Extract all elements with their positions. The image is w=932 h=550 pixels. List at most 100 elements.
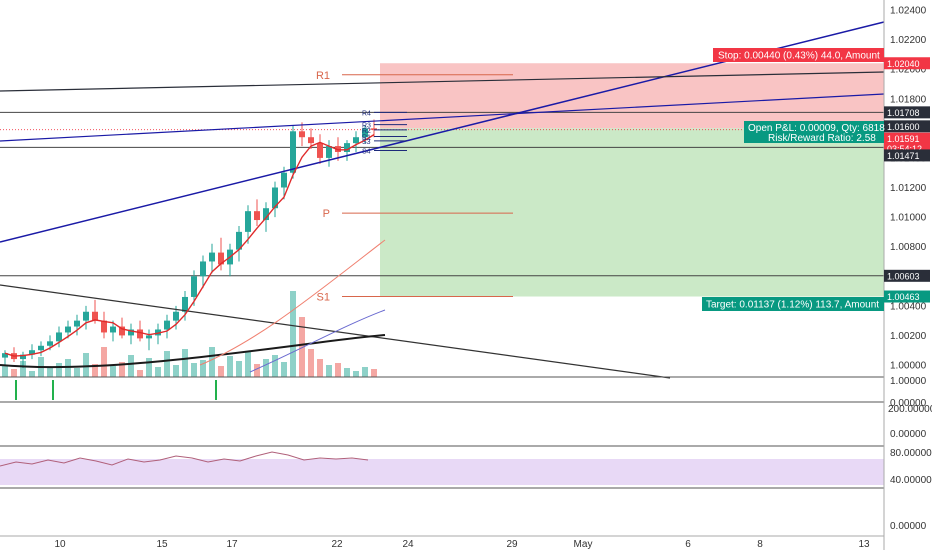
- volume-bar: [155, 367, 161, 377]
- price-flag: [884, 290, 930, 303]
- stop-label: Stop: 0.00440 (0.43%) 44.0, Amount: [718, 51, 880, 62]
- pivot-small-label: R4: [362, 110, 371, 117]
- price-tick: 1.00200: [890, 331, 927, 342]
- candle-body: [92, 311, 98, 321]
- candle-body: [191, 276, 197, 297]
- price-flag-label: 1.01708: [887, 108, 920, 118]
- time-axis: 10 15 17 22 24 29 May 6 8 13: [0, 535, 884, 550]
- time-tick: 10: [54, 539, 66, 550]
- volume-bar: [191, 363, 197, 377]
- pivot-small-label: R3: [362, 123, 371, 130]
- price-flag: [884, 106, 930, 119]
- price-flag-label: 1.01600: [887, 122, 920, 132]
- volume-bar: [101, 347, 107, 377]
- candle-body: [137, 329, 143, 339]
- pivot-label: P: [323, 208, 330, 220]
- candle-body: [326, 146, 332, 158]
- volume-bar: [164, 351, 170, 377]
- candle-body: [83, 311, 89, 321]
- volume-bar: [218, 366, 224, 377]
- candle-body: [101, 320, 107, 333]
- volume-bar: [110, 366, 116, 377]
- lower-panels: [0, 376, 884, 489]
- volume-bar: [20, 361, 26, 377]
- candle-body: [371, 128, 377, 130]
- volume-bar: [74, 368, 80, 377]
- candle-body: [353, 137, 359, 144]
- rr-label: Risk/Reward Ratio: 2.58: [768, 133, 876, 144]
- volume-bar: [299, 317, 305, 377]
- volume-bar: [137, 370, 143, 377]
- moving-average-4: [249, 309, 386, 373]
- candle-body: [110, 326, 116, 333]
- volume-bar: [335, 363, 341, 377]
- price-axis: 1.02400 1.02200 1.02000 1.01800 1.01600 1.014…: [883, 0, 932, 550]
- volume-bar: [254, 364, 260, 377]
- candle-body: [155, 329, 161, 336]
- target-zone: [380, 128, 884, 297]
- volume-bar: [2, 365, 8, 377]
- volume-bar: [272, 355, 278, 377]
- volume-tick: 0.00000: [890, 398, 927, 409]
- volume-bar: [281, 362, 287, 377]
- price-flag: [884, 57, 930, 70]
- candle-body: [182, 296, 188, 312]
- candle-body: [317, 143, 323, 158]
- candle-body: [344, 143, 350, 152]
- pivot-small-label: S4: [362, 149, 371, 156]
- volume-tick: 1.00000: [890, 376, 927, 387]
- volume-bar: [236, 361, 242, 377]
- candle-body: [281, 172, 287, 188]
- volume-bar: [47, 367, 53, 377]
- volume-bar: [245, 352, 251, 377]
- stop-zone: [380, 63, 884, 129]
- trendline-3: [0, 71, 885, 92]
- target-label: Target: 0.01137 (1.12%) 113.7, Amount: [706, 300, 879, 311]
- price-flag: [884, 120, 930, 133]
- candle-body: [38, 345, 44, 351]
- signal-bar: [215, 380, 217, 400]
- volume-bar: [317, 359, 323, 377]
- signal-bar: [52, 380, 54, 400]
- price-flag-label: 1.00463: [887, 292, 920, 302]
- slow-moving-average: [0, 334, 386, 369]
- candle-body: [173, 311, 179, 321]
- rsi-tick: 80.00000: [890, 448, 932, 459]
- horizontal-lines: [0, 111, 884, 277]
- volume-bar: [29, 371, 35, 377]
- volume-bar: [56, 363, 62, 377]
- price-tick: 1.02000: [890, 65, 927, 76]
- rsi-tick: 40.00000: [890, 475, 932, 486]
- volume-bar: [209, 347, 215, 377]
- volume-bar: [83, 353, 89, 377]
- pivot-small-label: R2: [362, 128, 371, 135]
- candle-body: [254, 211, 260, 221]
- rsi-tick: 0.00000: [890, 521, 927, 532]
- price-tick: 1.01200: [890, 183, 927, 194]
- rsi-line: [0, 451, 369, 467]
- price-tick: 1.02200: [890, 35, 927, 46]
- candle-body: [128, 329, 134, 336]
- pivot-label: R1: [316, 70, 330, 82]
- price-tick: 1.01800: [890, 94, 927, 105]
- volume-bar: [371, 369, 377, 377]
- price-flag-label: 1.00603: [887, 271, 920, 281]
- price-tick: 1.02400: [890, 6, 927, 17]
- price-flag: [884, 132, 930, 145]
- price-tick: 1.00800: [890, 242, 927, 253]
- volume-bar: [173, 365, 179, 377]
- volume-bar: [326, 365, 332, 377]
- volume-bar: [263, 359, 269, 377]
- volume-bar: [227, 356, 233, 377]
- pnl-label-box: [744, 121, 884, 143]
- pivot-small-label: R1: [362, 134, 371, 141]
- candle-body: [299, 131, 305, 138]
- position-labels: Stop: 0.00440 (0.43%) 44.0, Amount Open P…: [702, 48, 885, 311]
- time-tick: 17: [226, 539, 238, 550]
- time-tick: 6: [685, 539, 691, 550]
- candle-body: [263, 208, 269, 221]
- volume-bar: [92, 364, 98, 377]
- candle-body: [164, 320, 170, 330]
